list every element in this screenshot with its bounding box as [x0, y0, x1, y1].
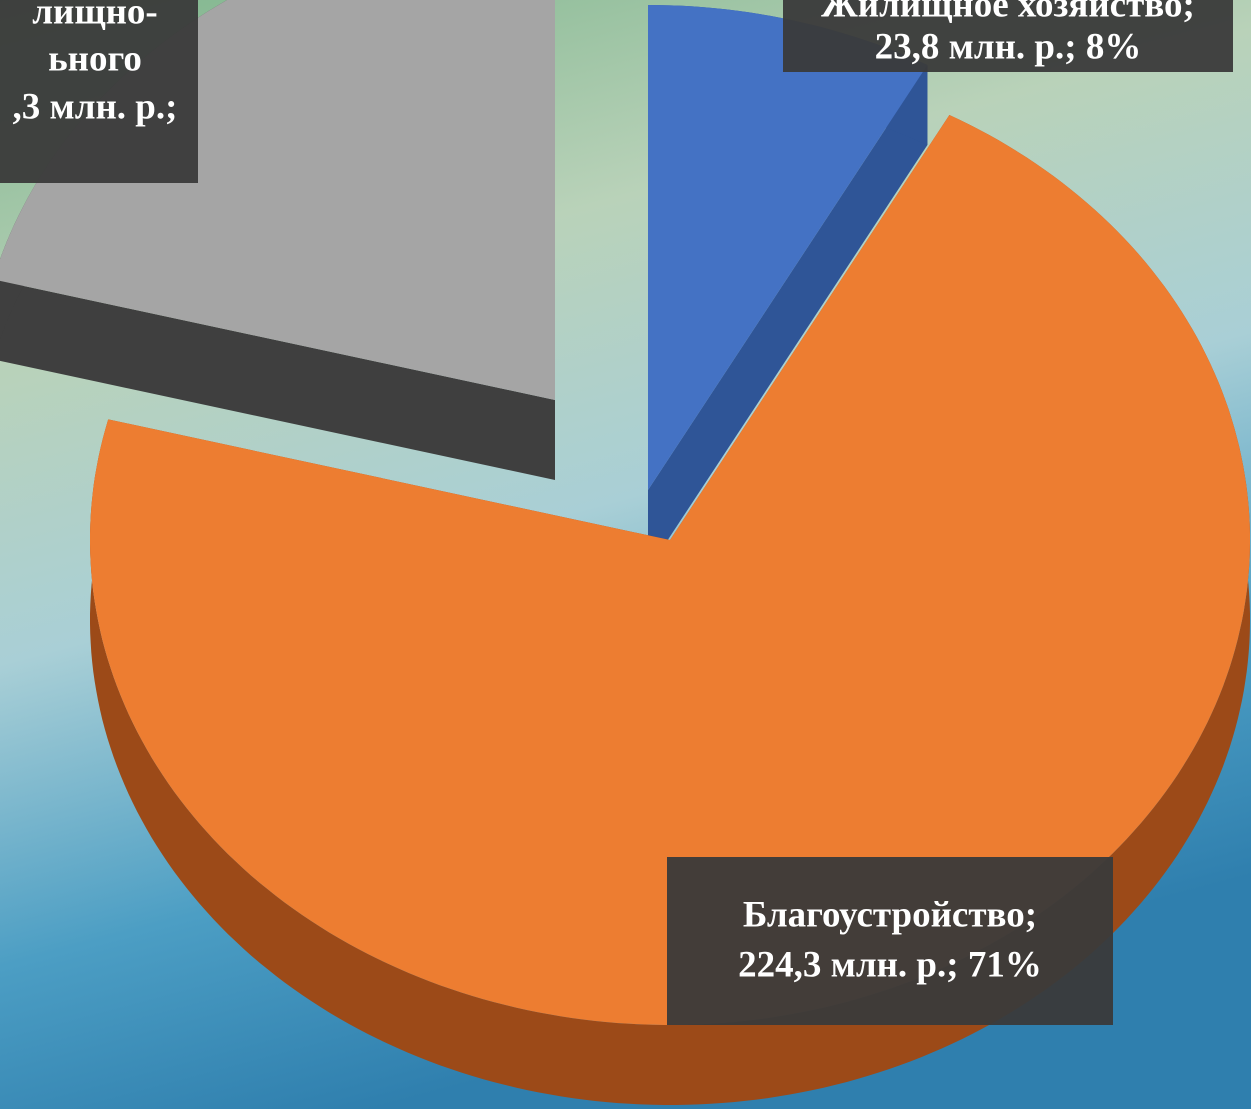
data-label: Жилищное хозяйство; [821, 0, 1195, 25]
slice-wall [648, 65, 928, 570]
labels: Жилищное хозяйство;23,8 млн. р.; 8% Благо… [0, 0, 1233, 1025]
slice [90, 115, 1250, 1025]
data-label: 224,3 млн. р.; 71% [738, 944, 1042, 985]
data-label: ,3 млн. р.; [13, 86, 178, 127]
label-box [0, 0, 198, 183]
data-label: ьного [48, 38, 142, 79]
slice-wall [0, 280, 555, 480]
slice [648, 5, 928, 490]
label-box [783, 0, 1233, 72]
label-box [667, 857, 1113, 1025]
data-label: 23,8 млн. р.; 8% [875, 26, 1142, 67]
data-label: лищно- [32, 0, 157, 32]
data-label: Благоустройство; [743, 894, 1037, 935]
